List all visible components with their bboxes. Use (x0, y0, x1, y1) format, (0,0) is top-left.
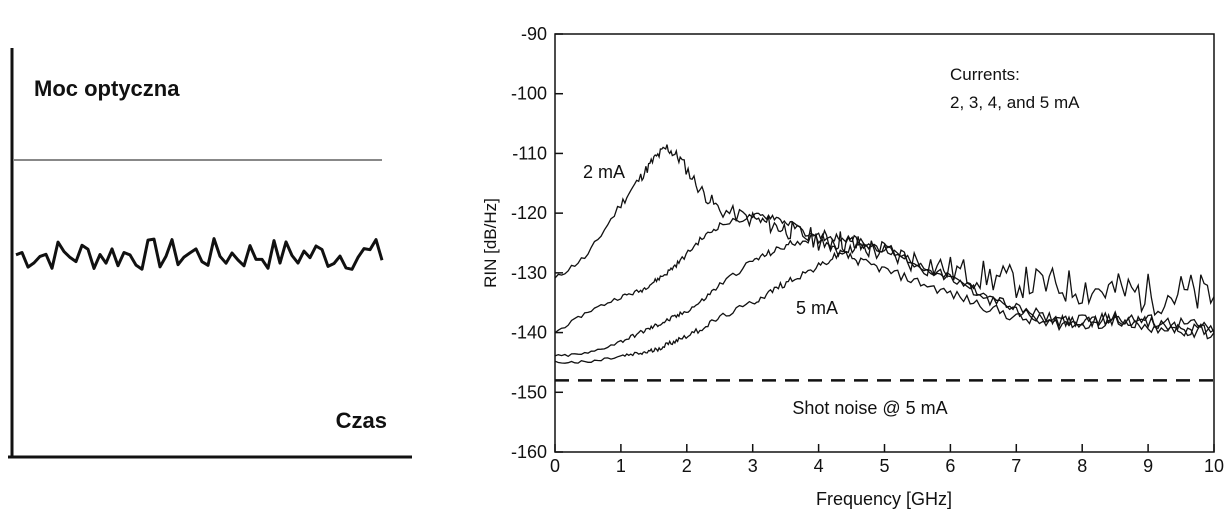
y-tick-label: -90 (521, 24, 547, 44)
x-tick-label: 4 (814, 456, 824, 476)
y-axis-ticks: -90 -100 -110 -120 -130 -140 -150 -160 (511, 24, 563, 462)
series-line-4ma (554, 232, 1215, 358)
y-axis-label: RIN [dB/Hz] (481, 198, 500, 288)
legend-currents: 2, 3, 4, and 5 mA (950, 93, 1080, 112)
left-panel: Moc optyczna Czas (8, 48, 412, 459)
power-trace (15, 237, 384, 271)
legend-title: Currents: (950, 65, 1020, 84)
label-5mA: 5 mA (796, 298, 838, 318)
left-xlabel: Czas (336, 408, 387, 433)
y-tick-label: -140 (511, 323, 547, 343)
y-tick-label: -150 (511, 382, 547, 402)
y-tick-label: -130 (511, 263, 547, 283)
label-2mA: 2 mA (583, 162, 625, 182)
label-shot-noise: Shot noise @ 5 mA (792, 398, 947, 418)
y-tick-label: -110 (512, 143, 547, 163)
x-tick-label: 2 (682, 456, 692, 476)
series-line-5ma (554, 242, 1215, 364)
x-tick-label: 7 (1011, 456, 1021, 476)
y-tick-label: -120 (511, 203, 547, 223)
right-panel: -90 -100 -110 -120 -130 -140 -150 -160 0 1 2 3 4 5 6 7… (481, 24, 1224, 509)
x-tick-label: 1 (616, 456, 626, 476)
y-tick-label: -100 (511, 84, 547, 104)
x-axis-label: Frequency [GHz] (816, 489, 952, 509)
x-tick-label: 0 (550, 456, 560, 476)
x-tick-label: 5 (879, 456, 889, 476)
left-ylabel: Moc optyczna (34, 76, 180, 101)
x-tick-label: 6 (945, 456, 955, 476)
series-group (554, 144, 1215, 364)
x-tick-label: 10 (1204, 456, 1224, 476)
series-line-2ma (554, 144, 1215, 317)
x-tick-label: 3 (748, 456, 758, 476)
x-tick-label: 9 (1143, 456, 1153, 476)
x-tick-label: 8 (1077, 456, 1087, 476)
x-axis-ticks: 0 1 2 3 4 5 6 7 8 9 10 (550, 444, 1224, 476)
y-tick-label: -160 (511, 442, 547, 462)
